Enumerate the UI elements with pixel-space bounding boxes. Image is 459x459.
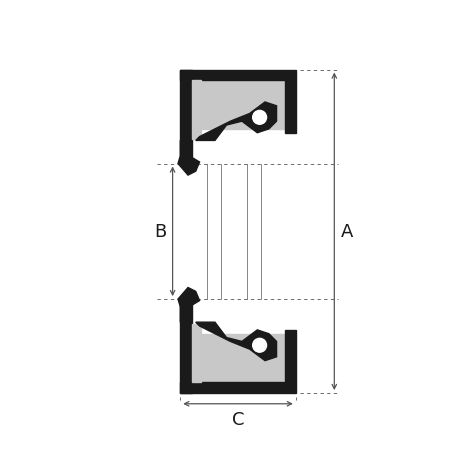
Circle shape	[251, 337, 268, 354]
Polygon shape	[195, 103, 276, 141]
Polygon shape	[285, 81, 295, 134]
Polygon shape	[191, 324, 201, 382]
Text: C: C	[231, 410, 244, 428]
Polygon shape	[178, 288, 199, 323]
Polygon shape	[178, 141, 199, 176]
Polygon shape	[180, 382, 295, 393]
Polygon shape	[285, 330, 295, 382]
Circle shape	[251, 110, 268, 127]
Polygon shape	[180, 70, 191, 164]
Polygon shape	[195, 323, 276, 361]
Polygon shape	[180, 299, 191, 393]
Polygon shape	[191, 81, 285, 129]
Text: B: B	[154, 223, 166, 241]
Polygon shape	[191, 334, 285, 382]
Text: A: A	[340, 223, 352, 241]
Polygon shape	[180, 70, 295, 81]
Polygon shape	[191, 81, 201, 140]
